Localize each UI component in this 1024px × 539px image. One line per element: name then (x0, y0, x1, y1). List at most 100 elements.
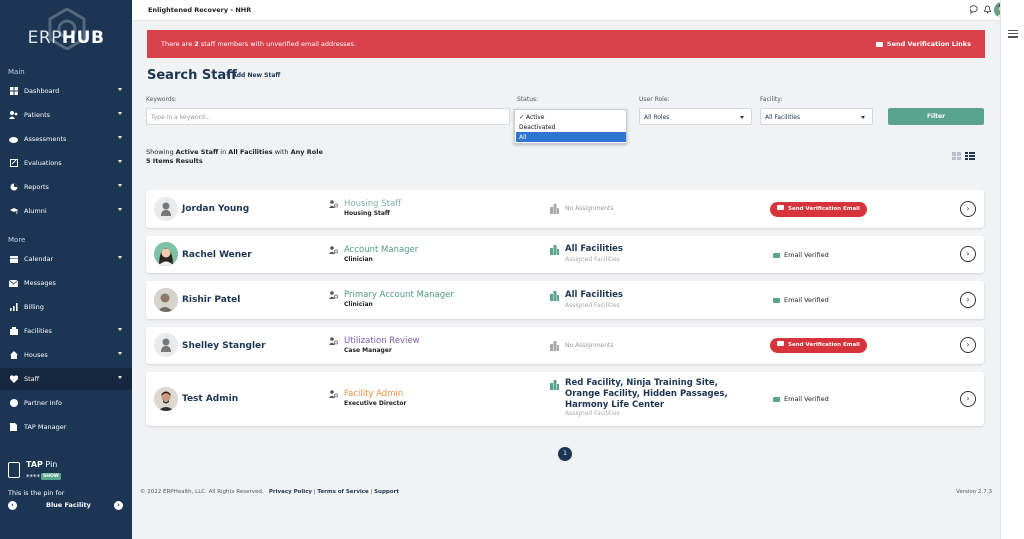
status-dropdown[interactable]: ✓ Active Deactivated All (514, 109, 627, 144)
send-verification-email-button[interactable]: Send Verification Email (770, 338, 867, 353)
open-staff-arrow-icon[interactable]: › (960, 201, 976, 217)
menu-icon[interactable] (1008, 30, 1018, 40)
prev-facility-button[interactable]: ‹ (8, 501, 17, 510)
envelope-icon (773, 297, 780, 303)
add-new-staff-link[interactable]: + Add New Staff (225, 72, 281, 79)
sidebar-item-label: Patients (24, 111, 51, 119)
staff-card-rachel-wener[interactable]: Rachel Wener Account Manager Clinician A… (146, 236, 984, 273)
evaluations-icon (9, 159, 18, 168)
right-panel-strip (1000, 0, 1024, 539)
send-verification-links-button[interactable]: Send Verification Links (875, 40, 971, 48)
sidebar: ERPHUB Main Dashboard Patients Assessmen… (0, 0, 132, 539)
envelope-icon (875, 41, 883, 47)
list-view-icon[interactable] (965, 152, 975, 160)
sidebar-item-dashboard[interactable]: Dashboard (0, 80, 132, 102)
assigned-facilities: Red Facility, Ninja Training Site, Orang… (565, 378, 728, 410)
no-assignments-text: No Assignments (565, 205, 614, 212)
sidebar-item-patients[interactable]: Patients (0, 104, 132, 126)
logo-hexagon-icon (48, 8, 86, 50)
status-label: Status: (517, 96, 539, 103)
filter-button[interactable]: Filter (888, 108, 984, 125)
staff-role: Primary Account Manager (344, 290, 454, 300)
sidebar-item-reports[interactable]: Reports (0, 176, 132, 198)
caret-down-icon (740, 116, 744, 119)
show-pin-button[interactable]: SHOW (41, 473, 61, 480)
partner-info-icon (9, 399, 18, 408)
sidebar-item-alumni[interactable]: Alumni (0, 200, 132, 222)
staff-subrole: Executive Director (344, 400, 407, 407)
building-icon (550, 245, 559, 255)
staff-name[interactable]: Rishir Patel (182, 295, 241, 305)
facility-select[interactable]: All Facilities (760, 108, 873, 125)
staff-card-shelley-stangler[interactable]: Shelley Stangler Utilization Review Case… (146, 327, 984, 364)
sidebar-item-label: Reports (24, 183, 49, 191)
sidebar-item-assessments[interactable]: Assessments (0, 128, 132, 150)
top-bar: Enlightened Recovery - NHR (132, 0, 1010, 21)
staff-card-rishir-patel[interactable]: Rishir Patel Primary Account Manager Cli… (146, 281, 984, 319)
erphub-logo[interactable]: ERPHUB (14, 8, 118, 58)
privacy-policy-link[interactable]: Privacy Policy (268, 489, 313, 495)
main-section-label: Main (8, 68, 25, 76)
staff-name[interactable]: Jordan Young (182, 204, 250, 214)
chevron-down-icon (118, 352, 122, 355)
building-icon (550, 291, 559, 301)
open-staff-arrow-icon[interactable]: › (960, 391, 976, 407)
staff-avatar (154, 242, 178, 266)
chat-icon[interactable] (969, 5, 979, 15)
staff-name[interactable]: Test Admin (182, 394, 239, 404)
chevron-down-icon (118, 256, 122, 259)
next-facility-button[interactable]: › (114, 501, 123, 510)
chevron-down-icon (118, 184, 122, 187)
alumni-icon (9, 207, 18, 216)
tablet-icon (8, 462, 20, 478)
status-option-all[interactable]: All (516, 132, 626, 142)
user-role-icon (329, 291, 338, 299)
sidebar-item-messages[interactable]: Messages (0, 272, 132, 294)
building-icon (550, 204, 559, 214)
sidebar-item-label: Calendar (24, 255, 54, 263)
open-staff-arrow-icon[interactable]: › (960, 246, 976, 262)
sidebar-item-staff[interactable]: Staff (0, 368, 132, 390)
staff-card-test-admin[interactable]: Test Admin Facility Admin Executive Dire… (146, 372, 984, 426)
user-role-label: User Role: (639, 96, 670, 103)
sidebar-item-partner-info[interactable]: Partner Info (0, 392, 132, 414)
send-verification-email-button[interactable]: Send Verification Email (770, 202, 867, 217)
staff-subrole: Housing Staff (344, 210, 390, 217)
logo-wordmark: ERPHUB (27, 28, 105, 48)
sidebar-item-calendar[interactable]: Calendar (0, 248, 132, 270)
status-option-active[interactable]: ✓ Active (519, 114, 545, 121)
open-staff-arrow-icon[interactable]: › (960, 337, 976, 353)
sidebar-item-tap-manager[interactable]: TAP Manager (0, 416, 132, 438)
envelope-icon (773, 396, 780, 402)
sidebar-item-evaluations[interactable]: Evaluations (0, 152, 132, 174)
building-icon (550, 380, 559, 390)
copyright-text: © 2022 ERPHealth, LLC. All Rights Reserv… (140, 489, 264, 495)
staff-name[interactable]: Shelley Stangler (182, 341, 266, 351)
sidebar-item-houses[interactable]: Houses (0, 344, 132, 366)
user-role-select[interactable]: All Roles (639, 108, 752, 125)
billing-icon (9, 303, 18, 312)
bell-icon[interactable] (982, 5, 992, 15)
open-staff-arrow-icon[interactable]: › (960, 292, 976, 308)
staff-subrole: Clinician (344, 256, 373, 263)
status-option-deactivated[interactable]: Deactivated (519, 124, 556, 131)
sidebar-item-billing[interactable]: Billing (0, 296, 132, 318)
results-summary: Showing Active Staff in All Facilities w… (146, 148, 323, 156)
staff-icon (9, 375, 18, 384)
sidebar-item-label: Staff (24, 375, 40, 383)
pagination-page-1[interactable]: 1 (558, 447, 572, 461)
footer: © 2022 ERPHealth, LLC. All Rights Reserv… (140, 489, 399, 495)
staff-avatar (154, 288, 178, 312)
grid-view-icon[interactable] (952, 152, 961, 160)
chevron-down-icon (118, 112, 122, 115)
terms-of-service-link[interactable]: Terms of Service (317, 489, 369, 495)
sidebar-item-facilities[interactable]: Facilities (0, 320, 132, 342)
facility-label: Facility: (760, 96, 783, 103)
staff-name[interactable]: Rachel Wener (182, 250, 252, 260)
assigned-facilities-label: Assigned Facilities (565, 256, 620, 263)
sidebar-item-label: Partner Info (24, 399, 62, 407)
keyword-search-input[interactable]: Type in a keyword... (146, 108, 510, 125)
envelope-icon (777, 205, 785, 210)
support-link[interactable]: Support (374, 489, 399, 495)
staff-card-jordan-young[interactable]: Jordan Young Housing Staff Housing Staff… (146, 190, 984, 228)
